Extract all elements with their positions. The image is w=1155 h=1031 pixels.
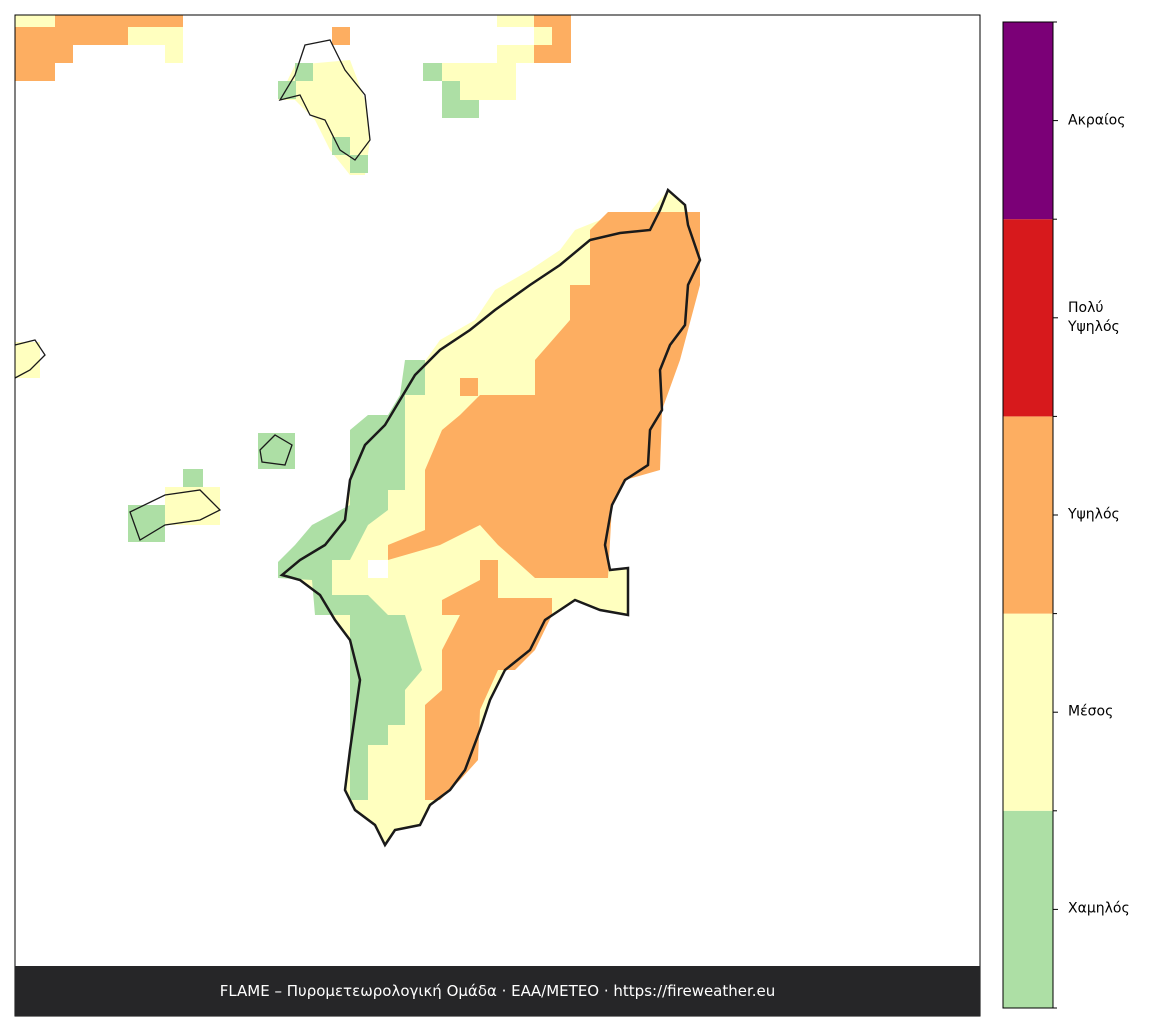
legend-swatch (1003, 219, 1053, 417)
legend-label: Πολύ Υψηλός (1068, 299, 1120, 335)
legend-swatch (1003, 416, 1053, 614)
legend-label: Υψηλός (1068, 506, 1120, 523)
coastline (14, 39, 702, 848)
map-frame (14, 14, 981, 1017)
legend-frame (1002, 21, 1054, 1009)
legend-label: Μέσος (1068, 703, 1114, 720)
legend-swatch (1003, 613, 1053, 811)
legend-swatch (1003, 810, 1053, 1008)
risk-cells (15, 15, 700, 845)
legend-swatch (1003, 22, 1053, 220)
footer: FLAME – Πυρομετεωρολογική Ομάδα · ΕΑΑ/ME… (15, 966, 980, 1016)
legend-label: Χαμηλός (1068, 900, 1130, 917)
legend-label: Ακραίος (1068, 112, 1126, 129)
